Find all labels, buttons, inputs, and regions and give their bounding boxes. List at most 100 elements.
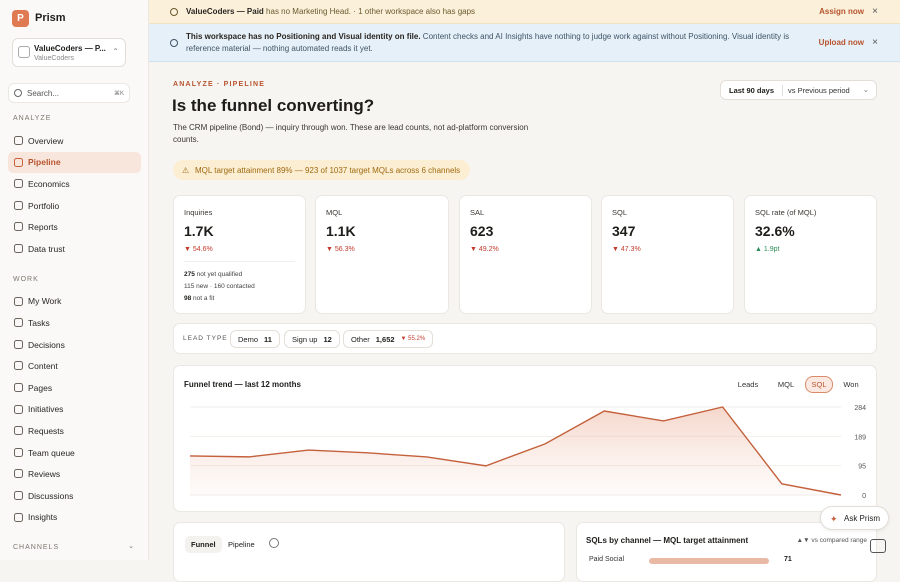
- banner-bold: This workspace has no Positioning and Vi…: [186, 31, 421, 41]
- banner-message: ValueCoders — Paid has no Marketing Head…: [186, 6, 796, 18]
- chevron[interactable]: ⌄: [128, 543, 135, 551]
- lead-type-bar: LEAD TYPE Demo 11 Sign up 12 Other 1,652 ▼ 55.…: [173, 323, 877, 354]
- kpi-card: SQL rate (of MQL) 32.6% ▲ 1.9pt: [744, 195, 877, 314]
- banner-action[interactable]: Assign now: [819, 7, 864, 16]
- nav-item[interactable]: Pages: [8, 377, 141, 399]
- lead-chip[interactable]: Other 1,652 ▼ 55.2%: [343, 330, 434, 348]
- kpi-value: 1.7K: [184, 223, 214, 239]
- sparkle-icon: ✦: [830, 514, 838, 524]
- chip-delta: ▼ 55.2%: [400, 336, 426, 342]
- nav-item[interactable]: Portfolio: [8, 195, 141, 217]
- detail-count: 275: [184, 271, 195, 278]
- nav-item[interactable]: Economics: [8, 173, 141, 195]
- kpi-card: SQL 347 ▼ 47.3%: [601, 195, 734, 314]
- trend-area: [190, 407, 841, 495]
- chat-icon[interactable]: [870, 539, 886, 553]
- banner: ValueCoders — Paid has no Marketing Head…: [149, 0, 900, 24]
- chip-count: 11: [264, 334, 272, 344]
- kpi-value: 32.6%: [755, 223, 795, 239]
- kpi-value: 623: [470, 223, 494, 239]
- nav-item[interactable]: Decisions: [8, 334, 141, 356]
- toggle[interactable]: MQL: [777, 380, 795, 389]
- toggle[interactable]: Leads: [737, 380, 759, 389]
- nav-item[interactable]: Insights: [8, 507, 141, 529]
- kpi-value: 347: [612, 223, 636, 239]
- lead-type-label: LEAD TYPE: [183, 335, 228, 342]
- search[interactable]: Search... ⌘K: [8, 83, 130, 103]
- nav-item[interactable]: Reviews: [8, 463, 141, 485]
- kpi-label: SQL: [612, 208, 628, 217]
- kpi-card: MQL 1.1K ▼ 56.3%: [315, 195, 449, 314]
- nav-label: My Work: [28, 296, 62, 307]
- detail-line: 98 not a fit: [184, 293, 295, 305]
- nav-item[interactable]: Data trust: [8, 238, 141, 260]
- nav-item[interactable]: Team queue: [8, 442, 141, 464]
- workspace-switcher[interactable]: ValueCoders — P... ValueCoders ⌃: [12, 38, 126, 67]
- y-tick-label: 284: [854, 405, 866, 412]
- nav-item[interactable]: Discussions: [8, 485, 141, 507]
- nav-label: Pages: [28, 382, 53, 393]
- app-name: Prism: [35, 12, 66, 24]
- shortcut: ⌘K: [113, 91, 124, 97]
- nav-item[interactable]: Reports: [8, 216, 141, 238]
- nav-item[interactable]: Requests: [8, 420, 141, 442]
- lead-chip[interactable]: Sign up 12: [284, 330, 340, 348]
- search-icon: [14, 89, 22, 97]
- dismiss[interactable]: ×: [872, 37, 878, 48]
- dismiss[interactable]: ×: [872, 6, 878, 17]
- nav-label: Reports: [28, 222, 58, 233]
- nav-icon: [14, 512, 23, 522]
- nav-label: Economics: [28, 178, 70, 189]
- chevron: ⌄: [862, 85, 869, 94]
- detail-line: 115 new · 160 contacted: [184, 281, 295, 293]
- nav-label: Insights: [28, 512, 58, 523]
- chip-count: 1,652: [375, 334, 395, 344]
- page-title: Is the funnel converting?: [172, 96, 375, 115]
- nav-item[interactable]: Tasks: [8, 312, 141, 334]
- nav-label: Data trust: [28, 243, 65, 254]
- chip-name: Demo: [238, 334, 259, 344]
- trend-title: Funnel trend — last 12 months: [184, 380, 301, 389]
- range-picker[interactable]: Last 90 days vs Previous period ⌄: [720, 80, 877, 100]
- kpi-details: 275 not yet qualified 115 new · 160 conta…: [184, 261, 295, 305]
- nav-item[interactable]: Pipeline: [8, 151, 141, 174]
- info-icon: [170, 38, 178, 47]
- alert-text: MQL target attainment 89% — 923 of 1037 …: [195, 165, 461, 175]
- ask-button[interactable]: ✦ Ask Prism: [820, 506, 889, 530]
- banner-action[interactable]: Upload now: [818, 38, 864, 47]
- tab[interactable]: Funnel: [185, 536, 222, 553]
- nav-icon: [14, 426, 23, 436]
- ask-label: Ask Prism: [844, 513, 880, 523]
- kpi-delta: ▼ 47.3%: [612, 246, 641, 253]
- toggle[interactable]: Won: [843, 380, 859, 389]
- nav-item[interactable]: Initiatives: [8, 399, 141, 421]
- nav-icon: [14, 179, 23, 189]
- nav-icon: [14, 490, 23, 500]
- alert-pill: ⚠ MQL target attainment 89% — 923 of 1037…: [173, 160, 471, 180]
- toggle[interactable]: SQL: [805, 376, 833, 393]
- lead-chip[interactable]: Demo 11: [230, 330, 280, 348]
- chip-name: Other: [351, 334, 370, 344]
- kpi-delta: ▼ 54.6%: [184, 246, 213, 253]
- chip-count: 12: [323, 334, 332, 344]
- nav: ANALYZE Overview Pipeline Economics Portfoli…: [0, 110, 148, 560]
- nav-label: Discussions: [28, 490, 74, 501]
- nav-icon: [14, 243, 23, 253]
- channel-card: SQLs by channel — MQL target attainment …: [576, 522, 877, 582]
- chevron: ⌃: [112, 47, 119, 56]
- tab[interactable]: Pipeline: [228, 540, 255, 549]
- nav-heading: CHANNELS ⌄: [13, 543, 135, 552]
- kpi-label: Inquiries: [184, 208, 213, 217]
- nav-item[interactable]: Overview: [8, 130, 141, 152]
- nav-item[interactable]: My Work: [8, 291, 141, 313]
- trend-line: [189, 406, 842, 496]
- sidebar: P Prism ValueCoders — P... ValueCoders ⌃…: [0, 0, 149, 560]
- nav-heading: ANALYZE: [13, 115, 52, 122]
- separator: [782, 85, 783, 96]
- workspace-icon: [18, 46, 30, 58]
- nav-label: Tasks: [28, 317, 50, 328]
- nav-item[interactable]: Content: [8, 355, 141, 377]
- compare: vs Previous period: [788, 86, 850, 95]
- nav-heading: WORK: [13, 275, 39, 283]
- kpi-label: SAL: [470, 208, 485, 217]
